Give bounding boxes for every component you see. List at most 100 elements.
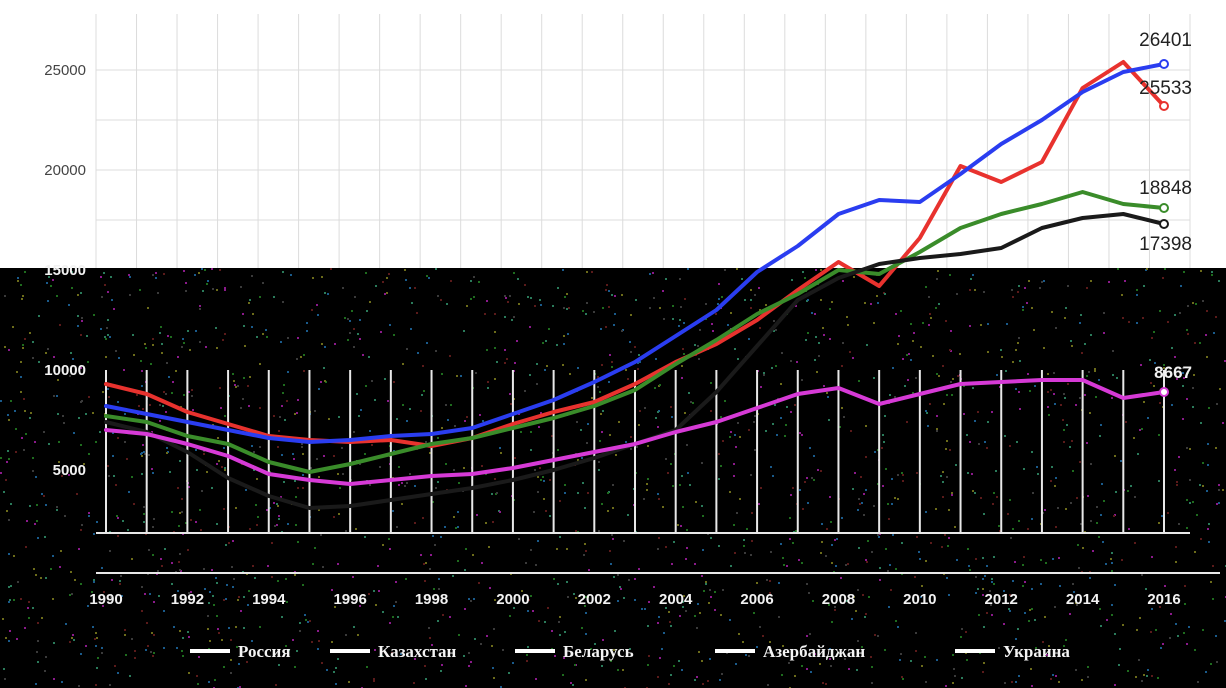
noise-speck xyxy=(684,412,686,414)
noise-speck xyxy=(585,596,587,598)
noise-speck xyxy=(1175,623,1177,625)
noise-speck xyxy=(543,480,545,482)
noise-speck xyxy=(657,493,659,495)
noise-speck xyxy=(160,326,162,328)
noise-speck xyxy=(20,376,22,378)
noise-speck xyxy=(71,593,73,595)
noise-speck xyxy=(163,391,165,393)
noise-speck xyxy=(658,537,660,539)
noise-speck xyxy=(754,449,756,451)
noise-speck xyxy=(607,510,609,512)
noise-speck xyxy=(586,271,588,273)
noise-speck xyxy=(1035,647,1037,649)
noise-speck xyxy=(134,650,136,652)
noise-speck xyxy=(342,287,344,289)
noise-speck xyxy=(685,558,687,560)
noise-speck xyxy=(1040,559,1042,561)
noise-speck xyxy=(1012,296,1014,298)
noise-speck xyxy=(615,454,617,456)
noise-speck xyxy=(556,344,558,346)
noise-speck xyxy=(236,646,238,648)
noise-speck xyxy=(1170,613,1172,615)
noise-speck xyxy=(145,649,147,651)
noise-speck xyxy=(1178,523,1180,525)
noise-speck xyxy=(425,678,427,680)
noise-speck xyxy=(366,310,368,312)
noise-speck xyxy=(182,338,184,340)
noise-speck xyxy=(396,526,398,528)
legend-label: Украина xyxy=(1003,642,1070,661)
noise-speck xyxy=(646,489,648,491)
noise-speck xyxy=(48,443,50,445)
noise-speck xyxy=(1153,331,1155,333)
noise-speck xyxy=(171,511,173,513)
noise-speck xyxy=(635,299,637,301)
noise-speck xyxy=(1140,364,1142,366)
noise-speck xyxy=(1070,340,1072,342)
noise-speck xyxy=(1183,632,1185,634)
noise-speck xyxy=(852,357,854,359)
noise-speck xyxy=(807,299,809,301)
noise-speck xyxy=(862,594,864,596)
noise-speck xyxy=(780,417,782,419)
noise-speck xyxy=(32,607,34,609)
noise-speck xyxy=(567,333,569,335)
noise-speck xyxy=(775,365,777,367)
noise-speck xyxy=(524,390,526,392)
noise-speck xyxy=(1192,387,1194,389)
noise-speck xyxy=(961,677,963,679)
noise-speck xyxy=(1053,372,1055,374)
noise-speck xyxy=(150,363,152,365)
noise-speck xyxy=(613,324,615,326)
noise-speck xyxy=(1127,670,1129,672)
noise-speck xyxy=(1039,287,1041,289)
noise-speck xyxy=(678,325,680,327)
noise-speck xyxy=(1075,602,1077,604)
noise-speck xyxy=(22,347,24,349)
noise-speck xyxy=(925,560,927,562)
noise-speck xyxy=(8,640,10,642)
noise-speck xyxy=(720,614,722,616)
noise-speck xyxy=(960,636,962,638)
noise-speck xyxy=(96,521,98,523)
noise-speck xyxy=(582,482,584,484)
noise-speck xyxy=(28,601,30,603)
noise-speck xyxy=(1124,280,1126,282)
noise-speck xyxy=(111,299,113,301)
noise-speck xyxy=(259,446,261,448)
noise-speck xyxy=(328,418,330,420)
noise-speck xyxy=(80,401,82,403)
noise-speck xyxy=(801,379,803,381)
noise-speck xyxy=(178,561,180,563)
noise-speck xyxy=(585,679,587,681)
noise-speck xyxy=(894,497,896,499)
noise-speck xyxy=(458,634,460,636)
noise-speck xyxy=(420,410,422,412)
noise-speck xyxy=(238,596,240,598)
noise-speck xyxy=(1034,619,1036,621)
noise-speck xyxy=(1050,389,1052,391)
noise-speck xyxy=(993,583,995,585)
noise-speck xyxy=(865,489,867,491)
noise-speck xyxy=(133,503,135,505)
noise-speck xyxy=(12,326,14,328)
noise-speck xyxy=(925,410,927,412)
noise-speck xyxy=(601,665,603,667)
noise-speck xyxy=(1009,445,1011,447)
noise-speck xyxy=(217,437,219,439)
noise-speck xyxy=(718,545,720,547)
noise-speck xyxy=(74,579,76,581)
noise-speck xyxy=(1150,382,1152,384)
noise-speck xyxy=(930,317,932,319)
noise-speck xyxy=(342,473,344,475)
noise-speck xyxy=(609,550,611,552)
noise-speck xyxy=(807,502,809,504)
noise-speck xyxy=(466,305,468,307)
x-tick-label: 1992 xyxy=(171,591,204,608)
noise-speck xyxy=(744,299,746,301)
noise-speck xyxy=(259,363,261,365)
noise-speck xyxy=(88,515,90,517)
noise-speck xyxy=(32,457,34,459)
y-tick-label: 5000 xyxy=(53,462,86,479)
noise-speck xyxy=(1051,466,1053,468)
